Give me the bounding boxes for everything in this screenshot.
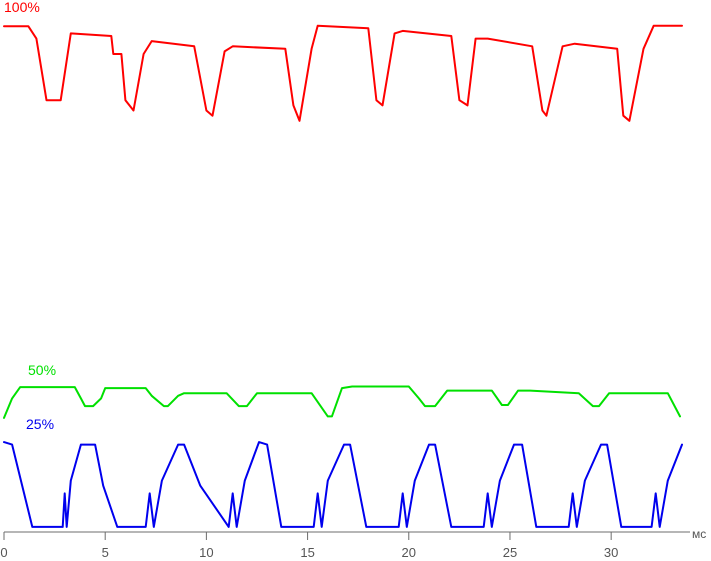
x-tick-label: 10 [199, 545, 213, 560]
series-traces [3, 24, 683, 528]
x-axis-ticks: 0 5 10 15 20 25 30 [0, 532, 618, 560]
x-tick-label: 0 [0, 545, 7, 560]
series-labels: 100% 50% 25% [4, 0, 56, 432]
series-line-1 [3, 385, 681, 419]
series-label-0: 100% [4, 0, 40, 15]
x-tick-label: 20 [402, 545, 416, 560]
x-tick-label: 5 [102, 545, 109, 560]
series-line-2 [3, 441, 683, 528]
series-label-1: 50% [28, 362, 56, 378]
x-tick-label: 15 [300, 545, 314, 560]
x-tick-label: 25 [503, 545, 517, 560]
x-axis-unit-label: мс [692, 527, 706, 541]
series-line-0 [3, 24, 683, 122]
series-label-2: 25% [26, 416, 54, 432]
x-tick-label: 30 [604, 545, 618, 560]
